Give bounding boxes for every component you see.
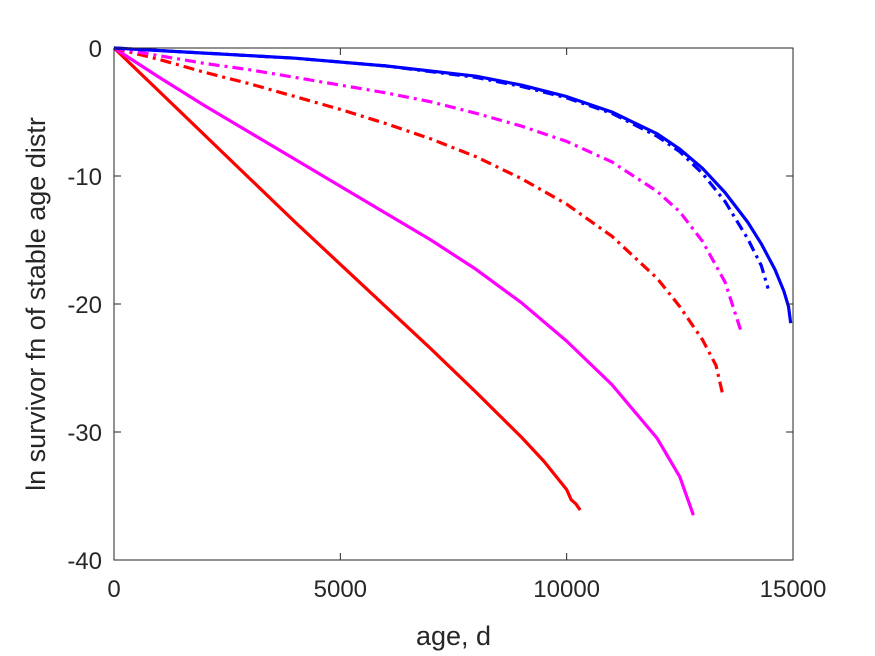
series-line-3: [113, 46, 725, 396]
x-tick-label: 5000: [314, 576, 367, 603]
plot-area: [114, 48, 793, 560]
series-line-2: [113, 46, 695, 516]
series-layer: [112, 46, 793, 516]
x-axis-label: age, d: [416, 621, 491, 651]
series-line-4: [113, 46, 743, 332]
x-tick-label: 15000: [760, 576, 827, 603]
x-tick-label: 10000: [533, 576, 600, 603]
y-axis-label: ln survivor fn of stable age distr: [21, 117, 51, 491]
y-tick-label: -10: [67, 164, 102, 191]
y-tick-label: -30: [67, 420, 102, 447]
series-line-6: [113, 46, 793, 324]
y-tick-label: -40: [67, 548, 102, 575]
series-line-1: [112, 46, 582, 512]
y-tick-label: 0: [89, 36, 102, 63]
x-tick-label: 0: [107, 576, 120, 603]
tick-layer: 0 5000 10000 15000 0 -10 -20 -30 -40: [67, 36, 826, 603]
y-tick-label: -20: [67, 292, 102, 319]
